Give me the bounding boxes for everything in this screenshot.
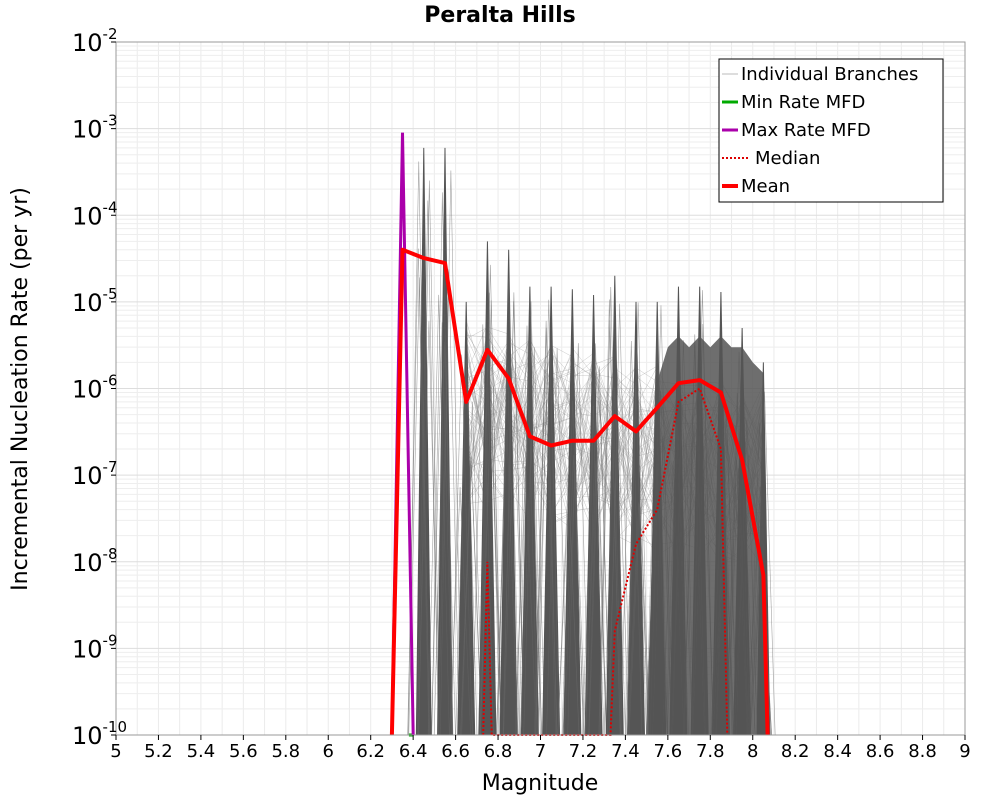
x-tick-label: 6.4 [399,741,428,762]
branch-spike-trace [497,278,520,736]
branch-spike-trace [479,264,502,736]
branch-spike-trace [585,416,608,736]
branch-spike-trace [480,409,502,736]
branch-spike-trace [598,320,621,736]
branch-spike-trace [627,302,650,736]
x-tick-label: 9 [959,741,970,762]
branch-spike-trace [546,348,569,736]
y-tick-label: 10-8 [72,545,118,577]
branch-spike-trace [449,487,472,736]
branch-spike-trace [627,502,650,736]
branch-spike-trace [427,294,450,736]
branch-spike-trace [520,301,542,736]
branch-spike-trace [480,300,503,736]
x-tick-label: 6.8 [484,741,513,762]
legend-label-mean: Mean [741,176,790,197]
branch-spike-trace [407,161,430,736]
x-tick-label: 7.6 [654,741,683,762]
x-tick-label: 7 [535,741,546,762]
x-tick-label: 7.2 [569,741,598,762]
x-tick-label: 8.8 [908,741,937,762]
branch-spike-trace [626,343,648,736]
branch-spike-trace [585,460,608,736]
x-tick-label: 5.8 [271,741,300,762]
legend: Individual Branches Min Rate MFD Max Rat… [718,58,944,203]
branch-spike-trace [562,455,585,736]
branch-spike-trace [439,170,462,736]
y-tick-label: 10-2 [72,25,118,57]
y-tick-label: 10-7 [72,458,118,490]
x-axis-ticks: 5 5.2 5.4 5.6 5.8 6 6.2 6.4 6.6 6.8 7 7.2 7.4 7.6 7.8 8… [110,735,971,762]
y-axis-ticks: 10-10 10-9 10-8 10-7 10-6 10-5 10-4 10-3 10-2 [72,25,127,750]
branch-band [646,336,768,735]
branch-spike-trace [603,387,626,736]
branch-spike-trace [588,366,611,736]
y-tick-label: 10-3 [72,112,118,144]
series-mean [389,247,770,736]
chart-title: Peralta Hills [424,3,575,28]
x-tick-label: 8.6 [866,741,895,762]
y-tick-label: 10-6 [72,372,118,404]
legend-label-median: Median [755,148,820,169]
x-tick-label: 6 [323,741,334,762]
series-median [482,386,729,736]
branch-spike-trace [620,341,643,736]
branch-spike-trace [450,354,473,736]
x-axis-label: Magnitude [482,771,599,796]
branch-spike-trace [567,343,590,736]
branch-spike-trace [416,200,439,736]
branch-spike-trace [471,324,494,736]
y-tick-label: 10-10 [72,718,127,750]
x-tick-label: 8 [747,741,758,762]
legend-label-branches: Individual Branches [741,64,918,85]
branch-spike-trace [537,299,560,736]
branch-spike-trace [431,192,454,736]
branch-spike-trace [496,429,518,736]
branch-spike-trace [516,325,538,736]
branch-spike-trace [518,288,541,736]
y-axis-label: Incremental Nucleation Rate (per yr) [8,187,33,591]
x-tick-label: 6.6 [441,741,470,762]
x-tick-label: 5 [110,741,121,762]
legend-label-min: Min Rate MFD [741,92,865,113]
x-tick-label: 5.2 [144,741,173,762]
x-tick-label: 8.4 [823,741,852,762]
branch-spike-trace [599,287,622,736]
legend-box [718,58,944,203]
branch-spike-trace [535,327,558,736]
x-tick-label: 6.2 [356,741,385,762]
branch-spike-trace [431,322,454,736]
x-tick-label: 7.8 [696,741,725,762]
branch-spike-trace [503,414,526,736]
y-tick-label: 10-9 [72,631,118,663]
y-tick-label: 10-4 [72,198,118,230]
branch-spike-trace [478,292,501,736]
branch-spike-trace [460,456,482,736]
x-tick-label: 8.2 [781,741,810,762]
x-tick-label: 7.4 [611,741,640,762]
branch-spike-trace [455,358,478,736]
branch-spike-trace [557,492,580,736]
legend-label-max: Max Rate MFD [741,120,871,141]
y-tick-label: 10-5 [72,285,118,317]
branch-spike-trace [582,405,605,736]
x-tick-label: 5.4 [187,741,216,762]
branch-spike-trace [433,341,456,736]
x-tick-label: 5.6 [229,741,258,762]
